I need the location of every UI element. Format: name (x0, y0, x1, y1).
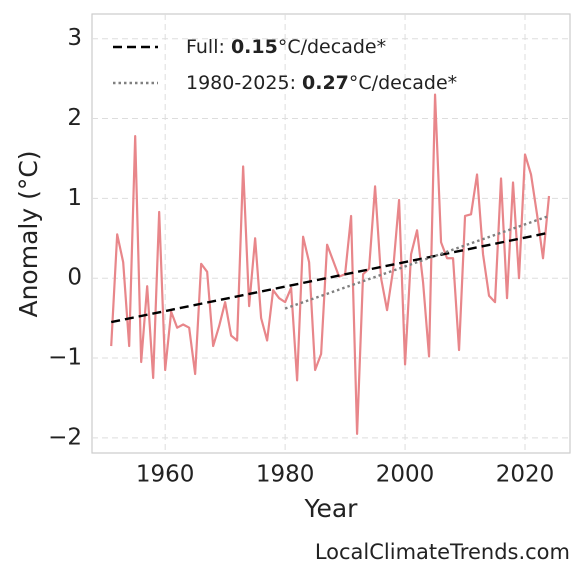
legend-unit: °C/decade* (278, 36, 386, 58)
legend-entry: Full: 0.15°C/decade* (186, 36, 386, 58)
trend-line (110, 231, 550, 324)
x-tick-label: 2020 (496, 462, 555, 488)
y-axis-label: Anomaly (°C) (14, 150, 43, 317)
y-tick-label: 0 (67, 265, 82, 291)
x-tick-label: 1960 (136, 462, 195, 488)
y-tick-label: −2 (48, 424, 82, 450)
legend-name: 1980-2025: (186, 72, 296, 94)
legend-rate: 0.15 (231, 36, 278, 58)
x-tick-label: 2000 (376, 462, 435, 488)
y-tick-label: 1 (67, 185, 82, 211)
y-tick-label: 2 (67, 105, 82, 131)
legend-rate: 0.27 (302, 72, 349, 94)
y-tick-label: 3 (67, 25, 82, 51)
source: LocalClimateTrends.com (315, 540, 570, 564)
plot-frame (91, 13, 571, 454)
anomaly-line (110, 93, 551, 435)
legend-entry: 1980-2025: 0.27°C/decade* (186, 72, 457, 94)
x-tick-label: 1980 (256, 462, 315, 488)
trend-line (284, 214, 550, 310)
y-tick-label: −1 (48, 345, 82, 371)
legend-name: Full: (186, 36, 225, 58)
x-axis-label: Year (304, 494, 359, 523)
legend-unit: °C/decade* (349, 72, 457, 94)
